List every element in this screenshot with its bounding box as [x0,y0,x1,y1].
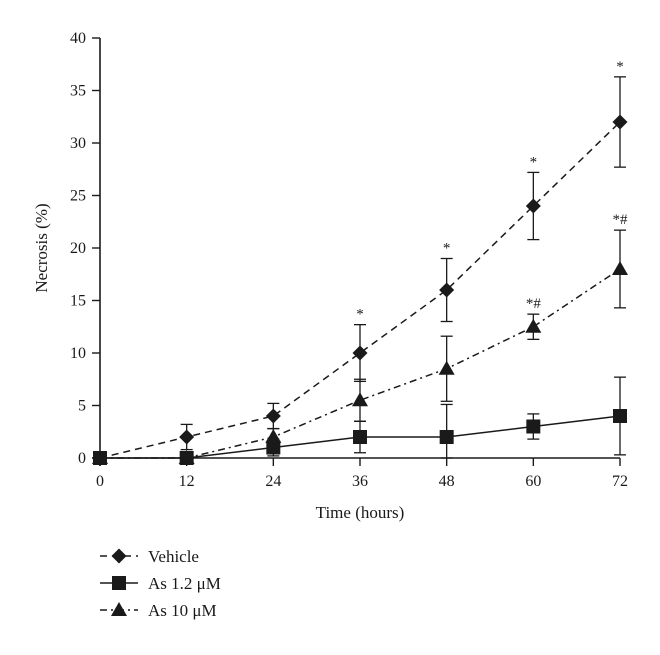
legend-item: Vehicle [100,547,199,566]
x-tick-label: 72 [612,473,628,490]
legend-marker [112,576,126,590]
annotations: * * * * *# *# [356,59,628,323]
data-point [179,429,195,445]
data-point [525,318,542,333]
x-tick-label: 60 [525,473,541,490]
significance-label: *# [613,212,629,228]
x-tick-label: 12 [179,473,195,490]
legend-item: As 10 μM [100,601,217,620]
data-point [612,114,628,130]
data-point [353,430,367,444]
axes: 0 5 10 15 20 25 30 35 40 0 12 24 36 48 60 72 [70,30,628,490]
data-point [266,440,281,455]
y-tick-label: 35 [70,83,86,100]
y-tick-label: 0 [78,450,86,467]
x-tick-label: 36 [352,473,368,490]
data-point [525,198,541,214]
legend-item: As 1.2 μM [100,574,221,593]
data-point [92,450,108,464]
y-axis-title: Necrosis (%) [32,203,51,292]
data-point [612,261,628,275]
data-point [613,409,627,423]
x-tick-label: 48 [439,473,455,490]
data-point [352,345,368,361]
legend: Vehicle As 1.2 μM As 10 μM [100,547,221,620]
legend-label: As 10 μM [148,601,217,620]
data-point [265,408,281,424]
y-tick-label: 30 [70,135,86,152]
data-point [352,392,368,407]
y-tick-label: 10 [70,345,86,362]
y-tick-label: 15 [70,293,86,310]
data-point [438,360,455,375]
y-tick-label: 5 [78,398,86,415]
series-2 [92,229,628,464]
significance-label: * [443,241,451,257]
y-tick-label: 20 [70,240,86,257]
data-point [178,450,195,464]
x-tick-label: 24 [265,473,281,490]
significance-label: * [530,154,538,170]
legend-marker [111,602,127,616]
data-point [439,282,455,298]
x-tick-label: 0 [96,473,104,490]
data-point [265,429,282,443]
legend-label: Vehicle [148,547,199,566]
legend-marker [111,548,127,564]
x-axis-title: Time (hours) [316,503,405,522]
data-point [439,430,454,444]
y-tick-label: 40 [70,30,86,47]
data-point [526,419,541,434]
significance-label: * [616,59,624,75]
y-tick-label: 25 [70,188,86,205]
series-layer [92,76,628,466]
significance-label: *# [526,296,542,312]
significance-label: * [356,307,364,323]
legend-label: As 1.2 μM [148,574,221,593]
